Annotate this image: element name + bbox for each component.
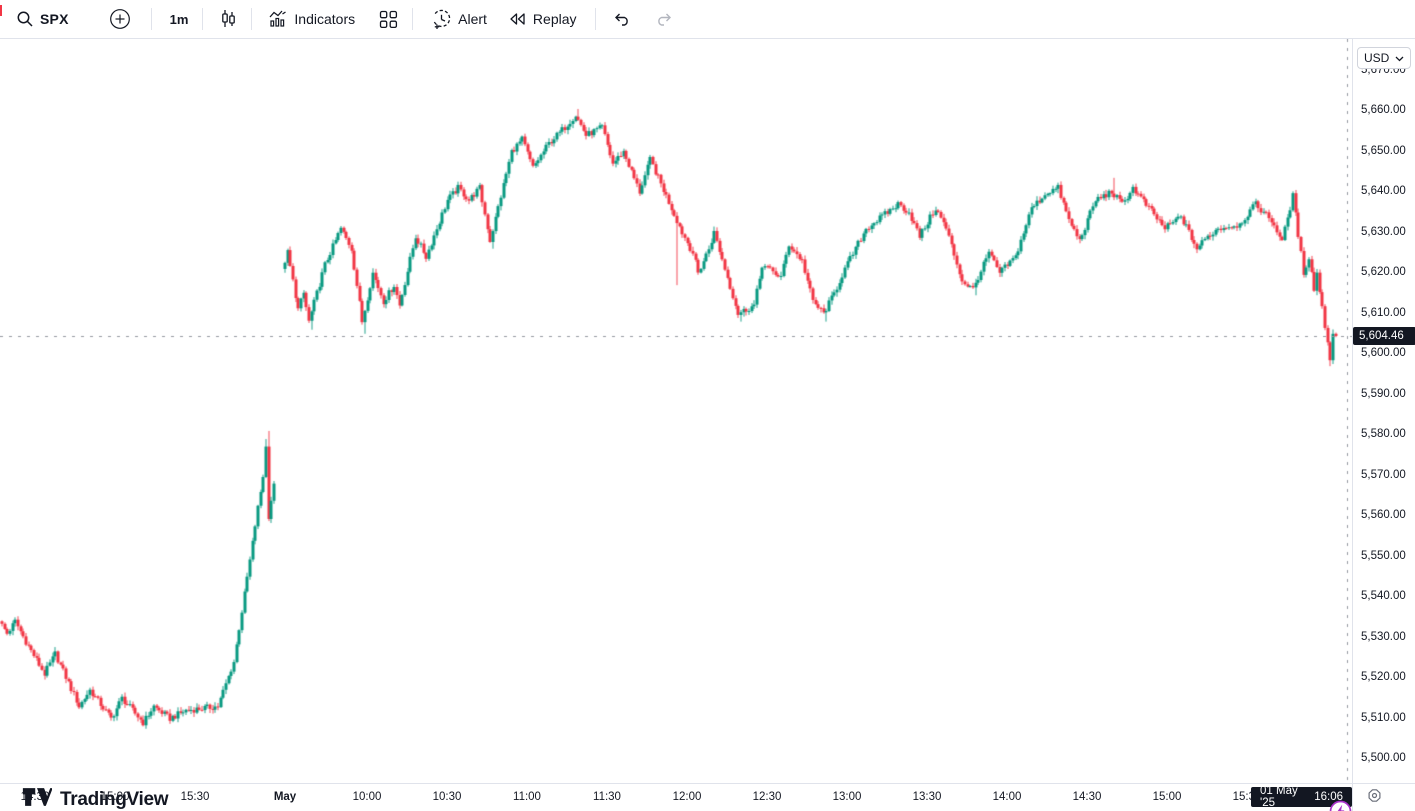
replay-label: Replay (532, 11, 577, 27)
alert-clock-icon (431, 9, 452, 30)
crosshair-date-badge: 01 May '25 16:06 (1251, 785, 1352, 809)
instant-trading-lightning-button[interactable] (1329, 800, 1352, 811)
time-tick-label: 15:00 (100, 791, 130, 803)
time-tick-label: 15:00 (1152, 791, 1182, 803)
interval-value: 1m (169, 11, 189, 27)
gear-settings-icon[interactable] (1367, 788, 1382, 808)
price-tick-label: 5,570.00 (1361, 468, 1406, 481)
time-tick-label: 15:30 (180, 791, 210, 803)
redo-arrow-icon (654, 11, 674, 27)
indicators-icon (268, 9, 288, 29)
price-tick-label: 5,580.00 (1361, 428, 1406, 440)
undo-arrow-icon (612, 11, 632, 27)
time-axis[interactable]: 14:30 15:00 15:30 May 10:00 10:30 11:00 11:30 12… (0, 783, 1352, 811)
price-tick-label: 5,540.00 (1361, 590, 1406, 602)
time-tick-label: 13:00 (832, 791, 862, 803)
undo-button[interactable] (604, 4, 640, 34)
time-tick-label: 10:30 (432, 791, 462, 803)
time-tick-label: 11:00 (513, 791, 541, 803)
toolbar-separator (150, 8, 152, 30)
time-tick-label: 12:30 (752, 791, 782, 803)
indicators-label: Indicators (294, 11, 356, 27)
alert-button[interactable]: Alert (423, 4, 495, 34)
top-toolbar: SPX 1m Indicators (0, 0, 1415, 39)
price-tick-label: 5,550.00 (1361, 549, 1406, 562)
price-tick-label: 5,500.00 (1361, 752, 1406, 764)
redo-button[interactable] (646, 4, 682, 34)
chart-style-button[interactable] (211, 4, 245, 34)
price-tick-label: 5,510.00 (1361, 711, 1406, 724)
layout-grid-button[interactable] (371, 4, 406, 34)
price-axis[interactable]: 5,670.00 5,660.00 5,650.00 5,640.00 5,630.00… (1352, 39, 1415, 783)
axis-settings-corner (1352, 783, 1415, 811)
crosshair-date-value: 01 May '25 (1260, 785, 1298, 809)
price-tick-label: 5,560.00 (1361, 509, 1406, 521)
price-tick-label: 5,630.00 (1361, 225, 1406, 238)
alert-label: Alert (458, 11, 487, 27)
indicators-button[interactable]: Indicators (260, 4, 363, 34)
grid-layout-icon (379, 10, 398, 29)
replay-button[interactable]: Replay (499, 4, 585, 34)
toolbar-separator (202, 8, 204, 30)
toolbar-separator (412, 8, 414, 30)
edge-accent (0, 5, 2, 16)
candlestick-chart-canvas[interactable] (0, 39, 1352, 783)
price-tick-label: 5,590.00 (1361, 387, 1406, 400)
price-tick-label: 5,650.00 (1361, 144, 1406, 157)
price-tick-label: 5,610.00 (1361, 306, 1406, 319)
time-tick-label: 14:30 (1072, 791, 1102, 803)
price-tick-label: 5,620.00 (1361, 266, 1406, 278)
tradingview-logo-text: TradingView (60, 788, 169, 810)
price-tick-label: 5,640.00 (1361, 185, 1406, 197)
crosshair-price-badge: 5,604.46 (1353, 327, 1415, 345)
chevron-down-icon (1395, 51, 1404, 65)
time-tick-label: 12:00 (672, 791, 702, 803)
time-tick-label: May (273, 791, 297, 803)
time-tick-label: 13:30 (912, 791, 942, 803)
crosshair-time-value: 16:06 (1314, 791, 1343, 803)
tradingview-logo[interactable]: TradingView (22, 787, 169, 811)
time-tick-label: 11:30 (593, 791, 621, 803)
toolbar-separator (594, 8, 596, 30)
price-tick-label: 5,520.00 (1361, 671, 1406, 683)
symbol-search-button[interactable]: SPX (8, 4, 77, 34)
time-tick-label: 14:00 (992, 791, 1022, 803)
interval-button[interactable]: 1m (162, 4, 197, 34)
currency-value: USD (1364, 51, 1390, 65)
symbol-name: SPX (40, 11, 69, 27)
time-tick-label: 10:00 (352, 791, 382, 803)
replay-rewind-icon (507, 10, 527, 28)
candlestick-style-icon (219, 9, 237, 29)
price-tick-label: 5,530.00 (1361, 630, 1406, 643)
price-tick-label: 5,600.00 (1361, 347, 1406, 359)
price-tick-label: 5,660.00 (1361, 104, 1406, 116)
tradingview-logo-mark-icon (22, 787, 53, 811)
compare-add-symbol-button[interactable] (101, 4, 139, 34)
search-icon (16, 10, 34, 28)
crosshair-price-value: 5,604.46 (1359, 330, 1404, 342)
plus-circle-icon (109, 8, 131, 30)
currency-unit-dropdown[interactable]: USD (1357, 47, 1411, 69)
toolbar-separator (251, 8, 253, 30)
chart-pane[interactable]: TradingView (0, 39, 1352, 811)
